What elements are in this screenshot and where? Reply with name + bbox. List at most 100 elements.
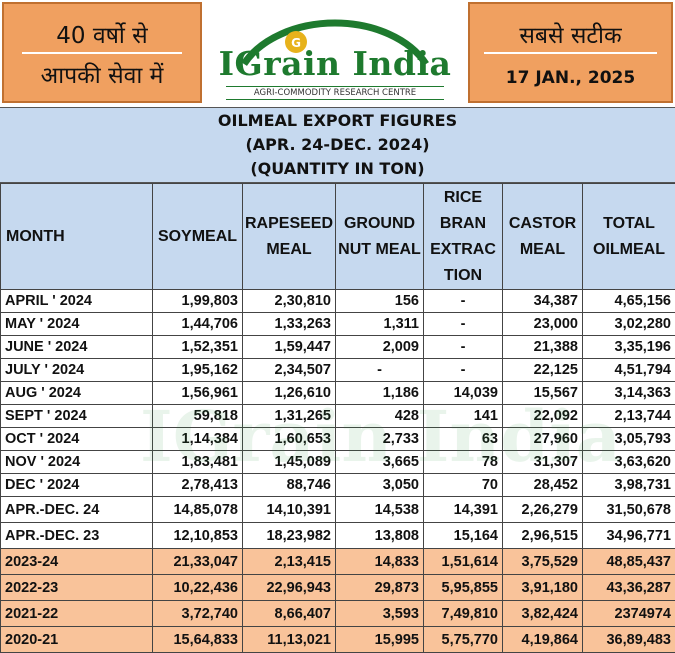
divider [22,52,182,54]
table-cell: 88,746 [243,474,336,497]
table-cell: 23,000 [503,313,583,336]
col-header-ricebran: RICE BRAN EXTRAC TION [424,184,503,290]
brand-logo: G IGrain India AGRI-COMMODITY RESEARCH C… [204,2,466,103]
header: 40 वर्षो से आपकी सेवा में G IGrain India… [0,0,675,107]
col-header-groundnut: GROUND NUT MEAL [336,184,424,290]
table-cell: 1,14,384 [153,428,243,451]
table-cell: 3,98,731 [583,474,675,497]
col-header-castor: CASTOR MEAL [503,184,583,290]
col-header-total: TOTAL OILMEAL [583,184,675,290]
table-cell: - [336,359,424,382]
table-cell: 1,33,263 [243,313,336,336]
table-cell: 2374974 [583,601,675,627]
row-label: 2023-24 [1,549,153,575]
table-cell: 2,26,279 [503,497,583,523]
table-cell: 22,092 [503,405,583,428]
table-cell: 48,85,437 [583,549,675,575]
table-cell: 5,75,770 [424,627,503,653]
table-cell: 1,51,614 [424,549,503,575]
row-label: APR.-DEC. 23 [1,523,153,549]
table-cell: 14,538 [336,497,424,523]
table-cell: 3,75,529 [503,549,583,575]
table-cell: 3,14,363 [583,382,675,405]
table-cell: 2,30,810 [243,290,336,313]
table-cell: 1,44,706 [153,313,243,336]
table-cell: 2,78,413 [153,474,243,497]
table-cell: 21,388 [503,336,583,359]
table-cell: 15,64,833 [153,627,243,653]
brand-tagline: AGRI-COMMODITY RESEARCH CENTRE [226,86,444,100]
report-date: 17 JAN., 2025 [470,68,671,88]
table-cell: 15,995 [336,627,424,653]
table-cell: 8,66,407 [243,601,336,627]
table-cell: 28,452 [503,474,583,497]
row-label: 2021-22 [1,601,153,627]
table-cell: 3,02,280 [583,313,675,336]
table-cell: 1,60,653 [243,428,336,451]
table-cell: 10,22,436 [153,575,243,601]
table-cell: 34,96,771 [583,523,675,549]
table-cell: 1,56,961 [153,382,243,405]
row-label: 2022-23 [1,575,153,601]
right-banner-line1: सबसे सटीक [470,18,671,50]
row-label: DEC ' 2024 [1,474,153,497]
table-cell: 2,13,415 [243,549,336,575]
table-cell: 29,873 [336,575,424,601]
table-cell: - [424,336,503,359]
table-cell: 3,82,424 [503,601,583,627]
table-cell: 31,307 [503,451,583,474]
divider [484,52,657,54]
table-cell: - [424,290,503,313]
table-cell: 3,05,793 [583,428,675,451]
table-cell: 70 [424,474,503,497]
table-cell: 3,72,740 [153,601,243,627]
row-label: JULY ' 2024 [1,359,153,382]
row-label: OCT ' 2024 [1,428,153,451]
table-cell: 14,391 [424,497,503,523]
table-cell: 1,95,162 [153,359,243,382]
table-cell: 3,593 [336,601,424,627]
table-cell: 141 [424,405,503,428]
left-banner-line1: 40 वर्षो से [4,18,200,50]
table-header-row: MONTH SOYMEAL RAPESEED MEAL GROUND NUT M… [1,184,675,290]
table-cell: 22,125 [503,359,583,382]
table-cell: 43,36,287 [583,575,675,601]
table-cell: 13,808 [336,523,424,549]
table-cell: 11,13,021 [243,627,336,653]
table-cell: 15,164 [424,523,503,549]
table-cell: 14,10,391 [243,497,336,523]
row-label: APR.-DEC. 24 [1,497,153,523]
table-cell: 63 [424,428,503,451]
table-cell: 18,23,982 [243,523,336,549]
row-label: SEPT ' 2024 [1,405,153,428]
report-period: (APR. 24-DEC. 2024) [0,135,675,154]
table-cell: 3,665 [336,451,424,474]
row-label: JUNE ' 2024 [1,336,153,359]
table-cell: 36,89,483 [583,627,675,653]
row-label: MAY ' 2024 [1,313,153,336]
table-cell: 1,99,803 [153,290,243,313]
table-cell: 5,95,855 [424,575,503,601]
row-label: 2020-21 [1,627,153,653]
row-label: NOV ' 2024 [1,451,153,474]
table-cell: 4,51,794 [583,359,675,382]
table-cell: 4,65,156 [583,290,675,313]
table-cell: 428 [336,405,424,428]
table-cell: 1,31,265 [243,405,336,428]
table-cell: - [424,313,503,336]
export-table: MONTH SOYMEAL RAPESEED MEAL GROUND NUT M… [0,183,675,653]
table-cell: 2,009 [336,336,424,359]
table-cell: 3,35,196 [583,336,675,359]
table-cell: 14,039 [424,382,503,405]
report-title: OILMEAL EXPORT FIGURES [0,111,675,130]
brand-name: IGrain India [204,44,466,83]
